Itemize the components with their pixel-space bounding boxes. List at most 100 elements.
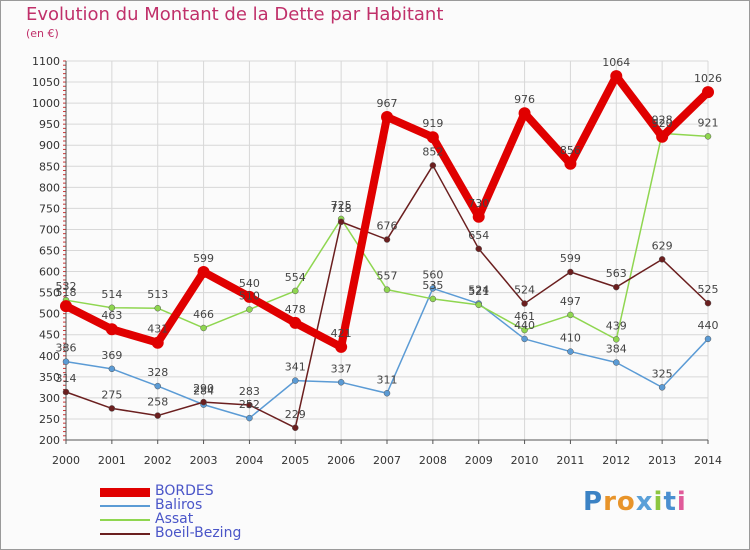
data-label: 976	[514, 93, 535, 106]
data-point	[521, 326, 528, 334]
y-tick-label: 1050	[32, 76, 60, 89]
data-label: 431	[147, 323, 168, 336]
legend-swatch	[100, 519, 150, 521]
y-tick-label: 550	[39, 287, 60, 300]
data-point	[243, 290, 256, 303]
data-point	[472, 210, 485, 223]
data-label: 599	[193, 252, 214, 265]
data-label: 384	[606, 343, 627, 356]
data-point	[521, 335, 528, 343]
data-point	[154, 382, 161, 390]
data-label: 463	[101, 309, 122, 322]
y-tick-label: 1000	[32, 97, 60, 110]
data-point	[381, 111, 393, 124]
logo-letter: i	[676, 487, 687, 517]
data-label: 410	[560, 332, 581, 345]
legend-label: Boeil-Bezing	[155, 525, 242, 541]
x-tick-label: 2007	[373, 454, 401, 467]
x-tick-label: 2010	[511, 454, 539, 467]
data-label: 967	[377, 97, 398, 110]
data-point	[704, 299, 712, 307]
data-point	[335, 340, 348, 353]
data-label: 725	[331, 199, 352, 212]
data-label: 252	[239, 398, 260, 411]
data-point	[613, 336, 620, 343]
data-point	[567, 348, 574, 355]
data-label: 1064	[602, 56, 630, 69]
x-tick-label: 2003	[190, 454, 218, 467]
data-point	[289, 316, 302, 329]
logo-letter: i	[653, 487, 664, 517]
data-point	[656, 130, 669, 143]
data-point	[429, 162, 437, 169]
data-point	[246, 306, 253, 313]
data-label: 525	[698, 283, 719, 296]
data-label: 514	[101, 288, 122, 301]
y-tick-label: 1100	[32, 55, 60, 68]
data-label: 654	[468, 229, 489, 242]
data-label: 341	[285, 361, 306, 374]
data-point	[702, 86, 714, 99]
data-label: 513	[147, 288, 168, 301]
data-point	[658, 256, 666, 263]
data-label: 497	[560, 295, 581, 308]
data-point	[337, 218, 345, 226]
data-point	[154, 304, 161, 312]
logo-letter: x	[635, 487, 654, 517]
logo-letter: t	[663, 487, 677, 517]
data-point	[292, 424, 299, 432]
y-tick-label: 700	[39, 223, 60, 236]
y-tick-label: 750	[39, 202, 60, 215]
y-tick-label: 250	[39, 413, 60, 426]
data-label: 386	[56, 342, 77, 355]
legend-label: Baliros	[155, 497, 203, 513]
data-label: 284	[193, 385, 214, 398]
data-point	[246, 414, 253, 422]
x-tick-label: 2011	[556, 454, 584, 467]
data-label: 524	[468, 284, 489, 297]
data-point	[704, 133, 712, 140]
legend-swatch	[100, 505, 150, 507]
chart-title: Evolution du Montant de la Dette par Hab…	[26, 4, 444, 25]
data-label: 540	[239, 277, 260, 290]
data-point	[108, 405, 116, 412]
data-point	[429, 285, 437, 292]
data-label: 328	[147, 366, 168, 379]
logo-letter: P	[583, 487, 604, 517]
x-tick-label: 2004	[235, 454, 263, 467]
legend-label: BORDES	[155, 483, 214, 499]
data-label: 283	[239, 385, 260, 398]
y-tick-label: 600	[39, 266, 60, 279]
data-point	[154, 412, 161, 419]
data-label: 518	[56, 286, 77, 299]
data-label: 440	[514, 319, 535, 332]
data-label: 852	[422, 145, 443, 158]
y-tick-label: 200	[39, 434, 60, 447]
x-tick-label: 2009	[465, 454, 493, 467]
data-label: 856	[560, 144, 581, 157]
legend-label: Assat	[155, 511, 194, 527]
data-point	[610, 70, 623, 83]
data-point	[567, 311, 574, 319]
data-label: 1026	[694, 72, 722, 85]
data-point	[383, 236, 391, 243]
x-tick-label: 2001	[98, 454, 126, 467]
data-label: 440	[698, 319, 719, 332]
data-label: 532	[56, 280, 77, 293]
data-label: 478	[285, 303, 306, 316]
data-label: 563	[606, 267, 627, 280]
data-label: 676	[377, 220, 398, 233]
data-label: 290	[193, 382, 214, 395]
data-label: 521	[468, 285, 489, 298]
data-label: 535	[422, 279, 443, 292]
x-tick-label: 2013	[648, 454, 676, 467]
y-tick-label: 400	[39, 350, 60, 363]
x-tick-label: 2000	[52, 454, 80, 467]
data-point	[151, 336, 164, 349]
data-point	[567, 268, 574, 276]
data-point	[108, 365, 116, 373]
data-label: 258	[147, 396, 168, 409]
data-label: 229	[285, 408, 306, 421]
data-label: 718	[331, 202, 352, 215]
data-label: 919	[422, 117, 443, 130]
